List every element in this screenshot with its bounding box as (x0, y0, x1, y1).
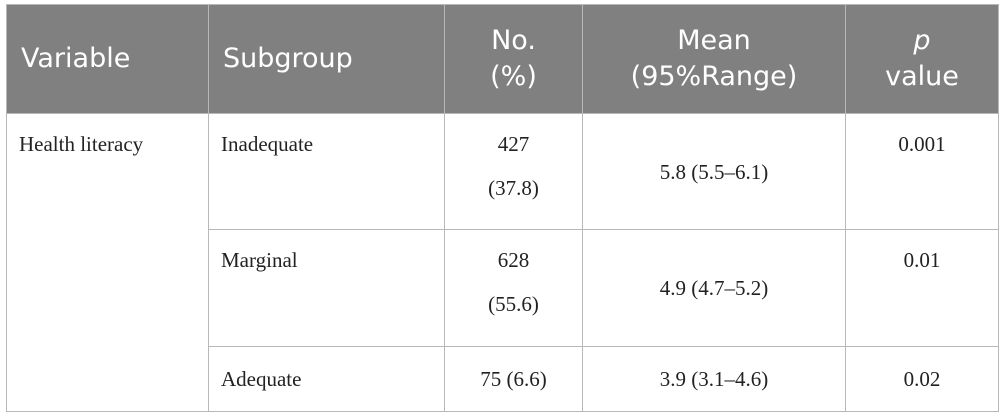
no-cell: 427 (37.8) (444, 112, 583, 231)
no-cell: 75 (6.6) (444, 345, 583, 413)
data-table: Variable Subgroup No. (%) Mean (95%Range… (6, 4, 999, 413)
header-no-line1: No. (491, 25, 536, 56)
table-header: Variable Subgroup No. (%) Mean (95%Range… (6, 4, 999, 114)
p-value-cell: 0.001 (845, 112, 999, 231)
no-percent: (37.8) (488, 176, 539, 200)
p-value-cell: 0.01 (845, 229, 999, 347)
header-subgroup: Subgroup (208, 4, 445, 114)
header-no: No. (%) (444, 4, 583, 114)
header-mean-line1: Mean (677, 25, 751, 56)
header-mean: Mean (95%Range) (582, 4, 846, 114)
no-cell: 628 (55.6) (444, 229, 583, 347)
table-row: Marginal 628 (55.6) 4.9 (4.7–5.2) 0.01 (7, 229, 999, 347)
subgroup-cell: Marginal (208, 229, 445, 347)
mean-cell: 4.9 (4.7–5.2) (582, 229, 846, 347)
table-body: Health literacy Inadequate 427 (37.8) 5.… (6, 112, 999, 413)
p-value-cell: 0.02 (845, 345, 999, 413)
table-row: Adequate 75 (6.6) 3.9 (3.1–4.6) 0.02 (7, 345, 999, 413)
header-p-value: p value (845, 4, 999, 114)
header-p-line2: value (885, 61, 959, 92)
variable-cell: Health literacy (6, 113, 209, 412)
header-p-line1: p (913, 25, 931, 56)
subgroup-cell: Inadequate (208, 112, 445, 231)
no-count: 427 (497, 132, 530, 156)
header-mean-line2: (95%Range) (630, 61, 798, 92)
no-percent: (55.6) (488, 292, 539, 317)
mean-cell: 5.8 (5.5–6.1) (582, 112, 846, 231)
header-row: Variable Subgroup No. (%) Mean (95%Range… (6, 4, 999, 114)
no-count: 628 (497, 248, 530, 273)
table-row: Health literacy Inadequate 427 (37.8) 5.… (6, 112, 999, 412)
subgroup-cell: Adequate (208, 345, 445, 413)
header-no-line2: (%) (490, 61, 537, 92)
header-variable: Variable (6, 4, 209, 114)
mean-cell: 3.9 (3.1–4.6) (582, 345, 846, 413)
